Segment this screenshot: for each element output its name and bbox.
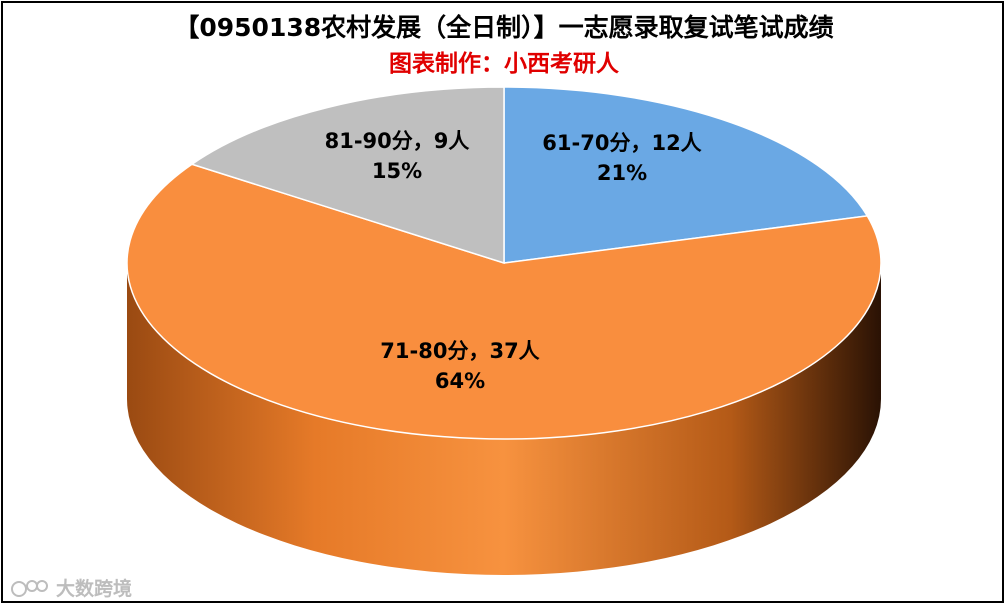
pie-side-wall [127,263,881,575]
pie-slice-3 [190,86,505,265]
slice-label-2: 71-80分，37人 64% [380,339,539,393]
pie-slice-2 [126,163,882,440]
pie-slice-1 [503,86,869,264]
chart-subtitle: 图表制作：小西考研人 [389,51,619,77]
watermark: 大数跨境 [10,574,132,601]
chart-title: 【0950138农村发展（全日制）】一志愿录取复试笔试成绩 [174,13,834,42]
brand-logo-icon [11,579,48,597]
slice-label-1: 61-70分，12人 21% [542,131,701,185]
watermark-text: 大数跨境 [56,578,133,600]
slice-label-3: 81-90分，9人 15% [325,129,470,183]
